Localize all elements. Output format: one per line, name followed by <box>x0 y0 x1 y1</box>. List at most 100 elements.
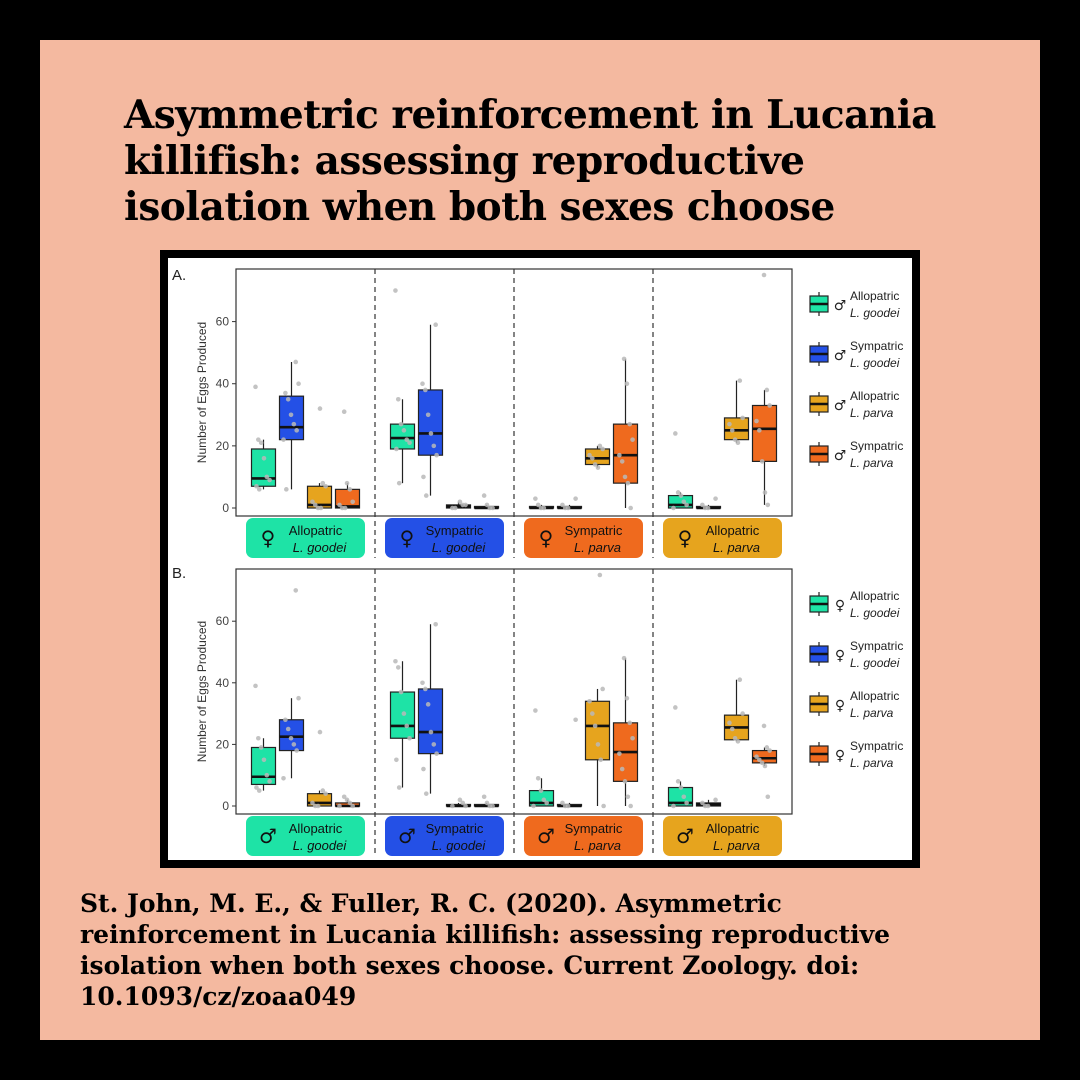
data-point <box>318 505 324 511</box>
data-point <box>396 785 402 790</box>
category-strip-bg <box>524 816 643 856</box>
data-point <box>423 387 428 393</box>
data-point <box>460 800 466 806</box>
data-point <box>625 794 631 800</box>
data-point <box>320 480 326 486</box>
category-species: L. goodei <box>432 838 487 853</box>
legend-entry: ♀ Allopatric L. parva <box>809 689 899 720</box>
data-point <box>254 785 259 790</box>
data-point <box>261 455 267 461</box>
box-iqr <box>584 448 611 466</box>
data-point <box>590 455 595 461</box>
legend-entry: ♂Allopatric L. parva <box>809 389 899 420</box>
category-label: Sympatric <box>426 523 484 538</box>
box-iqr <box>584 700 611 761</box>
sex-symbol: ♂ <box>398 824 416 848</box>
legend-label: Sympatric <box>850 439 903 453</box>
data-point <box>267 779 272 784</box>
box-plot-box <box>278 359 305 492</box>
data-point <box>587 452 592 458</box>
box-plot-box <box>723 677 750 744</box>
box-iqr <box>417 688 444 755</box>
data-point <box>285 726 291 732</box>
data-point <box>398 689 404 695</box>
data-point <box>681 794 687 800</box>
box-plot-box <box>389 288 416 486</box>
data-point <box>630 437 635 442</box>
legend-species: L. parva <box>850 706 894 720</box>
data-point <box>407 440 412 446</box>
box-plot-box <box>445 797 472 809</box>
data-point <box>256 437 261 442</box>
box-plot-box <box>528 496 555 511</box>
data-point <box>344 797 350 803</box>
category-label: Allopatric <box>289 821 343 836</box>
page-title: Asymmetric reinforcement in Lucania kill… <box>124 92 936 230</box>
box-plot-box <box>417 322 444 498</box>
data-point <box>285 396 291 402</box>
data-point <box>450 803 455 809</box>
category-strip-bg <box>524 518 643 558</box>
data-point <box>457 499 463 505</box>
data-point <box>621 356 627 362</box>
data-point <box>341 794 347 800</box>
category-species: L. goodei <box>293 838 348 853</box>
data-point <box>434 452 439 458</box>
data-point <box>765 502 771 508</box>
y-tick-label: 60 <box>216 614 230 628</box>
data-point <box>560 800 565 806</box>
data-point <box>296 381 301 387</box>
legend-species: L. goodei <box>850 606 900 620</box>
data-point <box>600 686 605 692</box>
box-iqr <box>417 389 444 456</box>
data-point <box>253 384 258 390</box>
box-plot-box <box>445 499 472 511</box>
data-point <box>317 729 323 735</box>
legend-sex-symbol: ♀ <box>835 648 845 664</box>
data-point <box>757 757 762 763</box>
figure-frame: A. 0 20 40 60 Number of Eggs Produced ♀ Allopat… <box>160 250 920 868</box>
data-point <box>767 748 772 753</box>
y-tick-label: 40 <box>216 377 230 391</box>
citation-line: 10.1093/cz/zoaa049 <box>80 982 357 1011</box>
data-point <box>729 428 735 433</box>
data-point <box>628 803 633 809</box>
box-plot-box <box>695 496 722 511</box>
legend-label: Sympatric <box>850 339 903 353</box>
data-point <box>565 803 571 809</box>
data-point <box>463 502 468 508</box>
data-point <box>737 677 743 683</box>
data-point <box>595 465 601 470</box>
data-point <box>481 794 487 800</box>
data-point <box>420 381 425 387</box>
box-plot-box <box>306 729 333 809</box>
data-point <box>401 711 407 716</box>
box-plot-box <box>278 588 305 781</box>
data-point <box>337 803 342 809</box>
data-point <box>597 443 603 449</box>
data-point <box>673 705 678 710</box>
data-point <box>761 272 767 278</box>
data-point <box>560 502 565 508</box>
data-point <box>317 406 323 411</box>
data-point <box>428 431 434 436</box>
data-point <box>544 800 549 806</box>
data-point <box>600 446 605 452</box>
category-species: L. goodei <box>432 540 487 555</box>
box-plot-box <box>751 272 778 508</box>
box-plot-box <box>473 493 500 511</box>
data-point <box>573 717 578 723</box>
sex-symbol: ♀ <box>539 526 554 550</box>
data-point <box>762 763 768 769</box>
data-point <box>434 751 439 756</box>
legend-label: Allopatric <box>850 589 899 603</box>
data-point <box>404 437 410 442</box>
data-point <box>254 483 259 489</box>
data-point <box>490 803 495 809</box>
data-point <box>288 735 294 741</box>
box-plot-box <box>389 658 416 790</box>
y-tick-label: 60 <box>216 315 230 329</box>
data-point <box>601 803 606 809</box>
data-point <box>463 803 468 809</box>
legend-species: L. parva <box>850 406 894 420</box>
